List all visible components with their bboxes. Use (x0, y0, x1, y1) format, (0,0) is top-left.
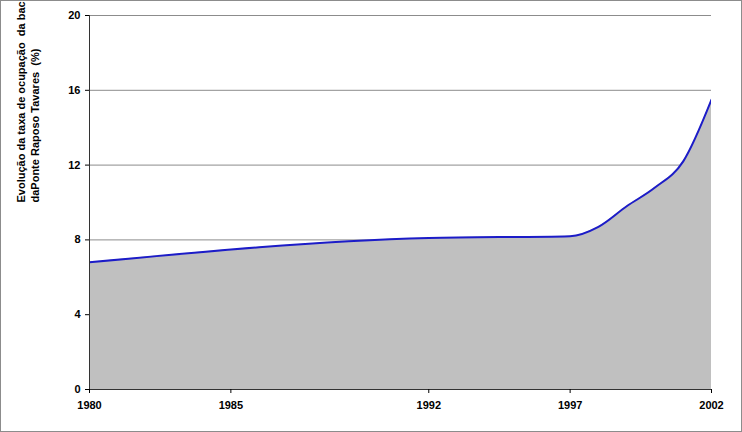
svg-text:1997: 1997 (558, 399, 582, 411)
svg-text:8: 8 (74, 233, 80, 245)
svg-text:4: 4 (74, 308, 81, 320)
svg-text:Evolução da taxa de ocupação: Evolução da taxa de ocupação da bacia do… (15, 1, 41, 203)
svg-text:12: 12 (68, 159, 80, 171)
svg-text:0: 0 (74, 383, 80, 395)
svg-text:1985: 1985 (219, 399, 243, 411)
svg-text:16: 16 (68, 84, 80, 96)
svg-text:1980: 1980 (77, 399, 101, 411)
svg-text:1992: 1992 (417, 399, 441, 411)
svg-text:20: 20 (68, 9, 80, 21)
svg-text:2002: 2002 (699, 399, 723, 411)
